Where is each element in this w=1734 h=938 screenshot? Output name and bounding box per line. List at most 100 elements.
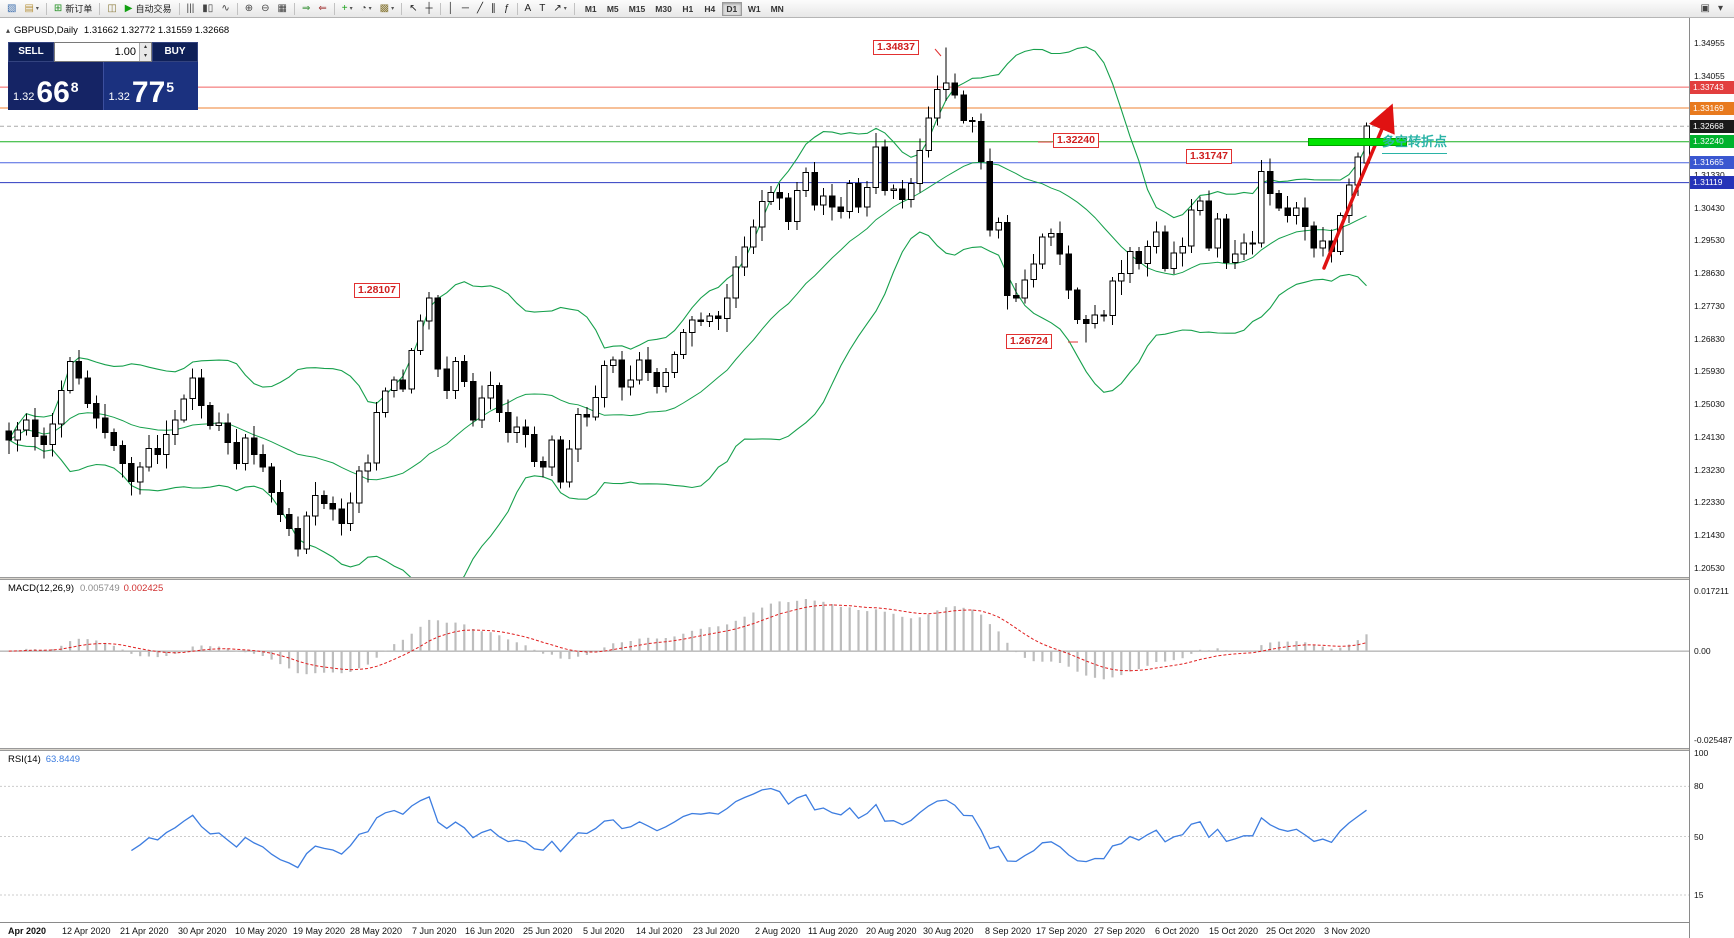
- time-label: 14 Jul 2020: [636, 926, 683, 936]
- autotrade-icon[interactable]: ▶ 自动交易: [124, 2, 172, 15]
- macd-axis-label: 0.017211: [1694, 586, 1729, 596]
- sell-button[interactable]: SELL: [8, 42, 54, 62]
- indicators-icon[interactable]: + ▾: [341, 2, 353, 14]
- time-label: 12 Apr 2020: [62, 926, 111, 936]
- price-axis-label: 1.25930: [1694, 366, 1725, 376]
- zoom-out-icon[interactable]: ⊖: [261, 2, 270, 14]
- chart-ohlc-values: 1.31662 1.32772 1.31559 1.32668: [83, 25, 230, 36]
- timeframe-m1[interactable]: M1: [584, 3, 597, 14]
- auto-scroll-icon[interactable]: ⇒: [301, 2, 311, 14]
- line-chart-icon[interactable]: ∿: [221, 2, 230, 14]
- volume-down-icon[interactable]: ▾: [143, 53, 147, 59]
- new-chart-icon[interactable]: ▧: [7, 2, 17, 14]
- rsi-name: RSI(14): [8, 754, 41, 765]
- bollinger-middle-band: [8, 161, 1367, 481]
- channel-icon[interactable]: ∥: [490, 2, 496, 14]
- time-label: 2 Aug 2020: [755, 926, 801, 936]
- window-layout-icon[interactable]: ▣: [1700, 2, 1710, 14]
- horizontal-line-icon[interactable]: ─: [461, 2, 469, 14]
- price-callout-1.28107[interactable]: 1.28107: [354, 283, 400, 298]
- time-label: 15 Oct 2020: [1209, 926, 1259, 936]
- crosshair-icon[interactable]: ┼: [425, 2, 433, 14]
- candles-layer: [5, 47, 1370, 557]
- rsi-line: [131, 787, 1367, 869]
- toolbar-options-icon[interactable]: ▾: [1717, 2, 1723, 14]
- text-label-icon[interactable]: T: [539, 2, 546, 14]
- fibonacci-icon[interactable]: ƒ: [503, 2, 510, 14]
- price-axis-label: 1.31330: [1694, 170, 1725, 180]
- trend-arrow[interactable]: [1322, 103, 1395, 270]
- time-label: 10 May 2020: [235, 926, 288, 936]
- timeframe-d1[interactable]: D1: [721, 1, 742, 16]
- panel-separator-macd[interactable]: [0, 577, 1734, 580]
- timeframe-m15[interactable]: M15: [628, 3, 646, 14]
- timeframe-h4[interactable]: H4: [704, 3, 716, 14]
- toolbar-separator: [293, 2, 295, 15]
- time-label: 30 Aug 2020: [923, 926, 974, 936]
- templates-icon[interactable]: ▩ ▾: [379, 2, 395, 14]
- time-label: 23 Jul 2020: [693, 926, 740, 936]
- buy-button[interactable]: BUY: [152, 42, 198, 62]
- vertical-line-icon[interactable]: │: [447, 2, 454, 14]
- chart-shift-icon[interactable]: ⇐: [318, 2, 327, 14]
- price-axis-label: 1.20530: [1694, 563, 1725, 573]
- cursor-icon[interactable]: ↖: [409, 2, 418, 14]
- trendline-icon[interactable]: ╱: [476, 2, 483, 14]
- time-label: 25 Jun 2020: [523, 926, 573, 936]
- time-label: 5 Jul 2020: [583, 926, 625, 936]
- panel-separator-rsi[interactable]: [0, 748, 1734, 751]
- toolbar: ▧ ▤ ▾ ⊞ 新订单 ◫ ▶ 自动交易 ||| ▮▯ ∿ ⊕ ⊖ ▦ ⇒ ⇐ + ▾ ◔ ▾ ▩ ▾ ↖ ┼ │ ─ ╱ ∥ ƒ A T ↗…: [0, 0, 1734, 18]
- price-callout-1.34837[interactable]: 1.34837: [873, 40, 919, 55]
- bid-prefix: 1.32: [13, 91, 35, 103]
- timeframe-h1[interactable]: H1: [682, 3, 694, 14]
- candlestick-chart-icon[interactable]: ▮▯: [202, 2, 214, 14]
- profiles-icon[interactable]: ▤ ▾: [24, 2, 39, 14]
- timeframe-mn[interactable]: MN: [770, 3, 784, 14]
- bid-price[interactable]: 1.32 66 8: [8, 62, 103, 110]
- timeframe-m30[interactable]: M30: [655, 3, 672, 14]
- new-order-icon[interactable]: ⊞ 新订单: [53, 2, 93, 15]
- chart-symbol-period: GBPUSD,Daily: [14, 25, 78, 36]
- volume-stepper[interactable]: ▴ ▾: [139, 43, 151, 61]
- ask-price[interactable]: 1.32 77 5: [102, 62, 198, 110]
- price-callout-1.32240[interactable]: 1.32240: [1053, 133, 1099, 148]
- rsi-axis-label: 80: [1694, 781, 1704, 791]
- timeframe-toolbar: M1 M5 M15 M30 H1 H4 D1 W1 MN: [580, 1, 789, 16]
- periods-icon[interactable]: ◔ ▾: [360, 2, 372, 14]
- volume-up-icon[interactable]: ▴: [143, 44, 147, 50]
- price-axis-label: 1.28630: [1694, 268, 1725, 278]
- highlight-bar[interactable]: [1308, 138, 1407, 146]
- price-axis-label: 1.26830: [1694, 334, 1725, 344]
- price-axis-label: 1.24130: [1694, 432, 1725, 442]
- timeframe-w1[interactable]: W1: [747, 3, 761, 14]
- text-icon[interactable]: A: [524, 2, 532, 14]
- volume-field[interactable]: 1.00 ▴ ▾: [54, 42, 152, 62]
- price-tag-1.33169: 1.33169: [1690, 102, 1734, 115]
- price-axis-label: 1.25030: [1694, 399, 1725, 409]
- annotation-text[interactable]: 多空转折点: [1382, 131, 1448, 154]
- metaeditor-icon[interactable]: ◫: [107, 2, 117, 14]
- tile-windows-icon[interactable]: ▦: [277, 2, 287, 14]
- price-axis-label: 1.22330: [1694, 497, 1725, 507]
- time-label: 3 Nov 2020: [1324, 926, 1371, 936]
- price-callout-1.26724[interactable]: 1.26724: [1006, 334, 1052, 349]
- price-axis-label: 1.34955: [1694, 38, 1725, 48]
- time-label: 6 Oct 2020: [1155, 926, 1200, 936]
- one-click-collapse-icon[interactable]: ▴: [6, 26, 11, 35]
- arrows-tool-icon[interactable]: ↗ ▾: [553, 2, 567, 14]
- price-axis[interactable]: [1689, 18, 1734, 938]
- price-axis-label: 1.34055: [1694, 71, 1725, 81]
- ask-prefix: 1.32: [108, 91, 130, 103]
- price-callout-1.31747[interactable]: 1.31747: [1186, 149, 1232, 164]
- price-axis-label: 1.29530: [1694, 235, 1725, 245]
- time-label: 19 May 2020: [293, 926, 346, 936]
- macd-signal-line: [8, 604, 1367, 672]
- timeframe-m5[interactable]: M5: [606, 3, 619, 14]
- zoom-in-icon[interactable]: ⊕: [244, 2, 254, 14]
- time-axis[interactable]: Apr 2020 12 Apr 2020 21 Apr 2020 30 Apr 202…: [0, 922, 1734, 938]
- bar-chart-icon[interactable]: |||: [186, 2, 195, 14]
- toolbar-separator: [99, 2, 101, 15]
- rsi-layer: [0, 785, 1689, 896]
